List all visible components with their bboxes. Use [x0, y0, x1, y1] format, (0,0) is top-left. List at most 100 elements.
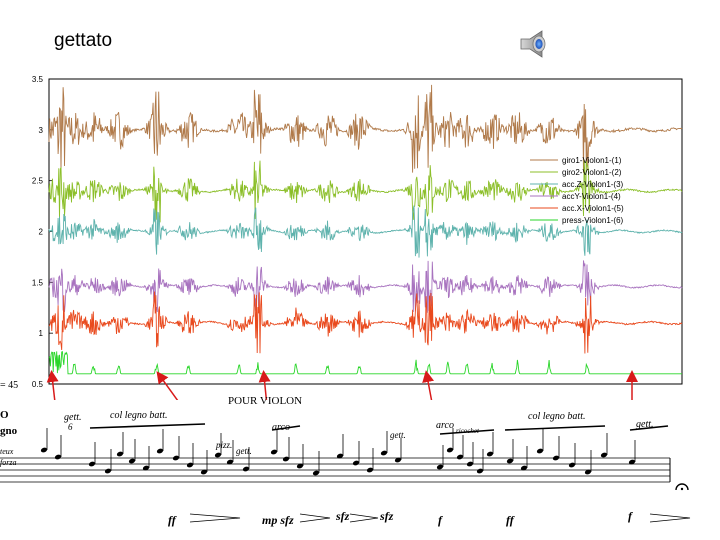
series-line-2 [48, 159, 683, 223]
hairpin-1 [189, 513, 241, 523]
dynamic-6: ff [506, 513, 515, 527]
y-tick-label-4: 2.5 [32, 177, 44, 186]
legend-label-4: accY-Violon1-(4) [562, 192, 621, 201]
instrument-label: POUR VIOLON [228, 395, 302, 407]
note-head-1 [40, 447, 48, 453]
legend-label-3: acc.Z-Violon1-(3) [562, 180, 624, 189]
series-line-5 [48, 291, 683, 354]
note-head-24 [436, 464, 444, 470]
dynamic-3: sfz [335, 509, 350, 523]
note-head-37 [628, 459, 636, 465]
annotation-gett-1-sub: 6 [68, 422, 73, 432]
series-line-3 [48, 205, 683, 258]
hairpin-4 [649, 513, 691, 523]
score-left-label-3: teux [0, 447, 14, 456]
y-tick-label-3: 2 [39, 228, 44, 237]
note-head-2 [54, 454, 62, 460]
note-head-23 [394, 457, 402, 463]
legend-label-5: acc.X-Violon1-(5) [562, 204, 624, 213]
note-head-28 [476, 468, 484, 474]
legend-label-2: giro2-Violon1-(2) [562, 168, 622, 177]
note-head-32 [536, 448, 544, 454]
series-line-6 [48, 350, 682, 375]
beam-4 [504, 425, 606, 431]
note-head-3 [88, 461, 96, 467]
note-head-34 [568, 462, 576, 468]
speaker-icon[interactable] [518, 28, 552, 60]
staff-lines [0, 457, 671, 483]
annotation-col-legno-2: col legno batt. [528, 411, 586, 422]
y-tick-label-5: 3 [39, 126, 44, 135]
note-head-18 [312, 470, 320, 476]
tempo-marking: = 45 [0, 380, 18, 391]
event-arrow-1 [46, 370, 59, 400]
annotation-pizz: pizz. [215, 440, 232, 450]
annotation-arco-2: arco [436, 420, 454, 431]
event-arrow-3 [258, 370, 271, 400]
event-arrow-4 [422, 370, 435, 400]
y-tick-label-0: 0.5 [32, 380, 44, 389]
note-head-19 [336, 453, 344, 459]
event-arrows [46, 370, 638, 400]
note-head-15 [270, 449, 278, 455]
note-head-6 [128, 458, 136, 464]
note-head-17 [296, 463, 304, 469]
note-head-31 [520, 465, 528, 471]
annotation-gett-4: gett. [636, 419, 654, 430]
annotation-arco-1: arco [272, 422, 290, 433]
note-head-7 [142, 465, 150, 471]
hairpin-3 [349, 513, 379, 523]
beam-1 [89, 423, 206, 429]
music-score: = 45 O gno teux forza POUR VIOLON gett. … [0, 380, 691, 527]
slide-title: gettato [54, 30, 113, 51]
annotation-gett-2: gett. [236, 446, 252, 456]
dynamic-1: ff [168, 513, 177, 527]
note-head-27 [466, 461, 474, 467]
hairpin-2 [299, 513, 331, 523]
note-head-35 [584, 469, 592, 475]
legend-label-6: press-Violon1-(6) [562, 216, 624, 225]
score-left-label-1: O [0, 409, 9, 421]
note-head-20 [352, 460, 360, 466]
score-notes [40, 423, 691, 523]
note-head-4 [104, 468, 112, 474]
score-left-label-4: forza [0, 458, 16, 467]
y-tick-labels: 0.5 1 1.5 2 2.5 3 3.5 [32, 75, 44, 389]
dynamic-7: f [628, 509, 633, 523]
note-head-16 [282, 456, 290, 462]
annotation-col-legno-1: col legno batt. [110, 410, 168, 421]
annotation-ricochet: ricochet [456, 427, 480, 435]
note-head-9 [172, 455, 180, 461]
beam-5 [629, 425, 669, 431]
y-tick-label-6: 3.5 [32, 75, 44, 84]
note-head-10 [186, 462, 194, 468]
annotation-gett-1: gett. [64, 412, 82, 423]
series-line-1 [48, 84, 683, 173]
series-line-4 [48, 260, 683, 313]
dynamic-4: sfz [379, 509, 394, 523]
beam-2 [271, 425, 301, 431]
y-tick-label-2: 1.5 [32, 278, 44, 287]
event-arrow-2 [156, 371, 179, 400]
sensor-chart: 0.5 1 1.5 2 2.5 3 3.5 giro1-Violon1-(1) giro2-V… [32, 75, 683, 400]
dynamic-5: f [438, 513, 443, 527]
note-head-22 [380, 450, 388, 456]
note-head-26 [456, 454, 464, 460]
fermata [675, 483, 689, 491]
note-head-21 [366, 467, 374, 473]
note-head-11 [200, 469, 208, 475]
note-head-25 [446, 447, 454, 453]
note-head-14 [242, 466, 250, 472]
note-head-36 [600, 452, 608, 458]
score-left-label-2: gno [0, 425, 18, 437]
note-head-8 [156, 448, 164, 454]
legend-label-1: giro1-Violon1-(1) [562, 156, 622, 165]
beam-3 [439, 429, 495, 435]
series-lines [48, 84, 683, 375]
annotation-gett-3: gett. [390, 430, 406, 440]
note-head-5 [116, 451, 124, 457]
chart-legend: giro1-Violon1-(1) giro2-Violon1-(2) acc.Z-… [530, 156, 624, 225]
note-head-33 [552, 455, 560, 461]
note-head-29 [486, 451, 494, 457]
note-head-12 [214, 452, 222, 458]
